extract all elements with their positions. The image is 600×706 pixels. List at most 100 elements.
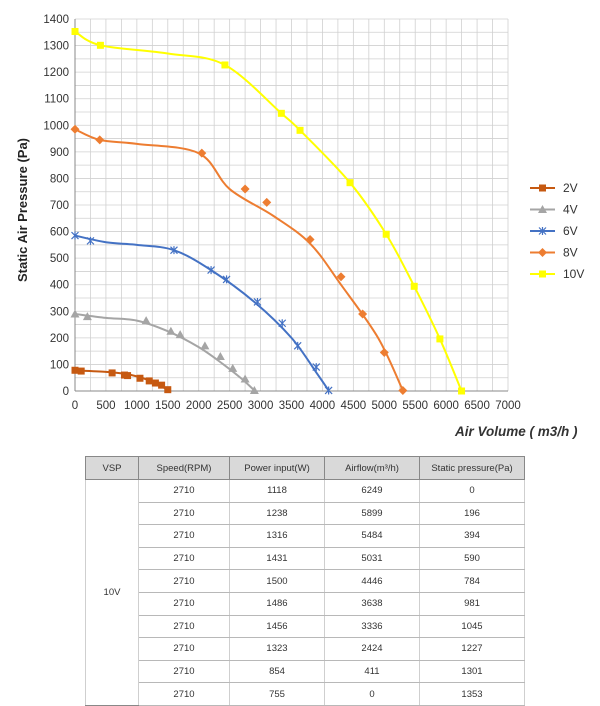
y-tick-label: 800 [50,173,69,185]
x-tick-label: 1500 [155,400,181,412]
table-cell: 2710 [138,479,230,503]
table-cell: 2710 [138,592,230,616]
table-cell: 784 [419,569,525,593]
legend-swatch-marker [538,227,547,235]
data-point-4V [166,326,176,335]
header-airflow: Airflow(m³/h) [324,456,420,480]
y-tick-label: 1200 [43,67,69,79]
table-cell: 5484 [324,524,420,548]
x-tick-label: 4000 [310,400,336,412]
table-cell: 2710 [138,682,230,706]
data-point-8V [240,184,250,194]
table-cell: 2424 [324,637,420,661]
vsp-cell: 10V [85,479,139,706]
data-point-8V [398,385,408,395]
data-point-6V [86,236,95,245]
data-point-8V [305,235,315,245]
data-point-10V [96,41,104,49]
x-tick-label: 2500 [217,400,243,412]
y-tick-label: 700 [50,200,69,212]
table-row: 10V 2710 1118 6249 0 [85,479,525,706]
y-tick-label: 500 [50,253,69,265]
table-row: 2710 755 0 1353 [86,682,525,706]
table-cell: 4446 [324,569,420,593]
y-tick-label: 400 [50,280,69,292]
legend-item-4V: 4V [530,203,578,217]
data-point-2V [145,377,153,385]
data-point-4V [240,374,250,383]
x-axis-label: Air Volume ( m3/h ) [455,424,578,439]
table-cell: 2710 [138,502,230,526]
data-point-6V [170,246,178,255]
table-cell: 5031 [324,547,420,571]
y-tick-label: 1400 [43,14,69,26]
chart-series [70,27,466,395]
table-cell: 5899 [324,502,420,526]
table-cell: 2710 [138,615,230,639]
data-point-10V [410,282,418,290]
legend-label: 8V [563,246,578,260]
series-line-6V [74,234,330,392]
legend-item-2V: 2V [530,181,578,195]
data-point-8V [262,197,272,207]
table-row: 2710 1456 3336 1045 [86,615,525,639]
x-tick-label: 6500 [464,400,490,412]
table-cell: 6249 [324,479,420,503]
x-tick-label: 3500 [279,400,305,412]
data-point-2V [124,372,132,380]
table-row: 2710 1238 5899 196 [86,502,525,526]
x-tick-label: 0 [72,400,78,412]
table-cell: 1301 [419,660,525,684]
table-cell: 1456 [229,615,325,639]
table-cell: 3336 [324,615,420,639]
data-point-2V [77,367,85,375]
data-point-4V [82,312,92,321]
data-point-6V [253,297,262,306]
data-point-8V [70,124,80,134]
legend-item-6V: 6V [530,224,578,238]
data-point-2V [164,386,172,394]
data-point-2V [151,379,159,387]
table-cell: 2710 [138,637,230,661]
axis-ticks: 0 500 1000 1500 2000 2500 3000 3500 4000 4500 5000… [43,14,520,412]
data-point-8V [358,309,368,319]
x-tick-label: 5500 [402,400,428,412]
data-point-4V [228,363,238,372]
x-tick-label: 6000 [433,400,459,412]
table-cell: 1500 [229,569,325,593]
table-cell: 981 [419,592,525,616]
legend-swatch-marker [539,184,546,192]
series-line-4V [74,312,256,392]
table-row: 2710 854 411 1301 [86,660,525,684]
table-cell: 1486 [229,592,325,616]
table-cell: 1323 [229,637,325,661]
data-point-4V [200,341,210,350]
legend-swatch-marker [539,270,546,278]
data-point-6V [207,266,216,275]
table-cell: 1316 [229,524,325,548]
data-point-4V [249,385,259,394]
table-cell: 2710 [138,569,230,593]
table-cell: 2710 [138,524,230,548]
series-2V [71,366,172,394]
table-cell: 1238 [229,502,325,526]
legend-label: 4V [563,203,578,217]
table-cell: 1118 [229,479,325,503]
table-cell: 854 [229,660,325,684]
x-tick-label: 5000 [371,400,397,412]
table-row: 2710 1486 3638 981 [86,592,525,616]
data-point-6V [278,319,287,328]
header-speed: Speed(RPM) [138,456,230,480]
header-power: Power input(W) [229,456,325,480]
data-point-8V [379,347,389,357]
table-row: 2710 1431 5031 590 [86,547,525,571]
data-point-2V [108,369,116,377]
legend-label: 6V [563,224,578,238]
data-point-8V [336,272,346,282]
y-tick-label: 1100 [44,94,69,106]
x-tick-label: 500 [96,400,115,412]
data-point-8V [95,135,105,145]
data-point-4V [70,309,80,318]
legend-label: 10V [563,267,584,281]
table-cell: 1227 [419,637,525,661]
